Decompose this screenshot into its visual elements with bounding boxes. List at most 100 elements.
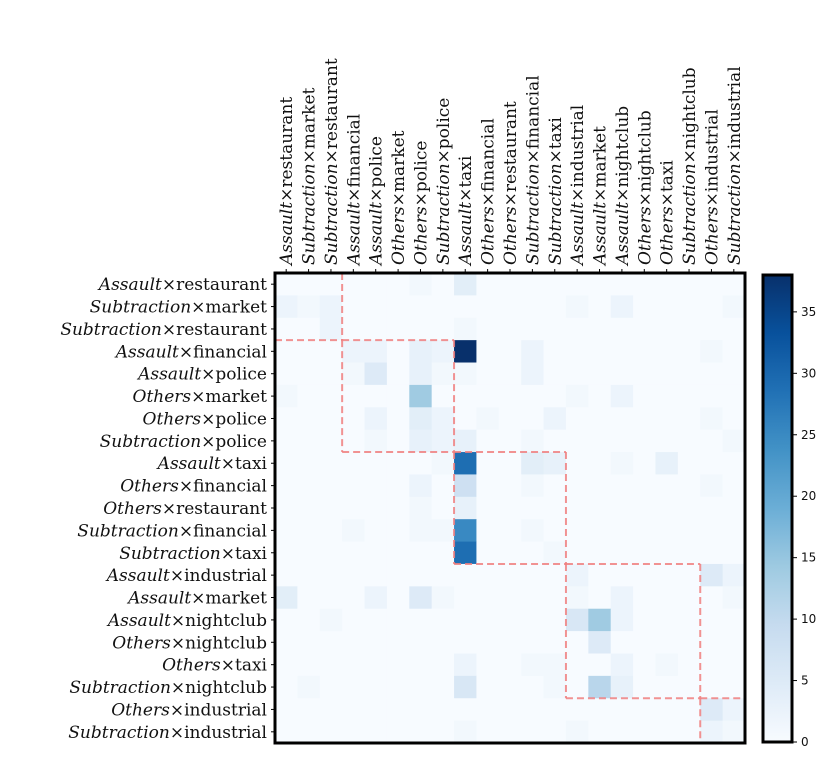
cell-r16-c2 [319,631,343,654]
cell-r13-c19 [700,563,724,587]
cell-r14-c5 [386,586,410,610]
cell-r14-c19 [700,586,724,610]
cell-r9-c17 [655,474,679,498]
cell-r16-c4 [364,631,388,654]
cell-r14-c16 [633,586,656,610]
cell-r19-c19 [700,698,724,722]
cell-r10-c14 [588,496,612,520]
row-label-7: Subtraction×police [100,432,267,452]
cell-r7-c9 [476,429,500,453]
row-label-crime-5: Others [133,387,192,407]
cell-r6-c3 [342,407,365,431]
cell-r9-c6 [409,474,433,498]
cell-r0-c17 [655,273,679,296]
col-label-crime-16: Others [635,206,655,265]
cell-r10-c4 [364,496,388,520]
col-label-cross-13: × [568,188,588,202]
row-label-cross-9: × [179,477,193,497]
cell-r19-c17 [655,698,679,722]
cell-r19-c1 [297,698,321,722]
cell-r12-c11 [521,541,544,565]
cell-r5-c16 [633,384,656,408]
cell-r4-c6 [409,362,433,386]
cell-r16-c18 [677,631,701,654]
cell-r17-c18 [677,653,701,677]
cell-r1-c15 [610,295,634,319]
row-label-crime-13: Assault [105,566,170,586]
col-label-9: Others×financial [479,118,499,265]
cell-r17-c15 [610,653,634,677]
col-label-0: Assault×restaurant [277,97,297,267]
cell-r13-c4 [364,563,388,587]
cell-r16-c17 [655,631,679,654]
cell-r18-c1 [297,675,321,699]
cell-r2-c3 [342,317,365,341]
cell-r9-c8 [454,474,477,498]
cell-r19-c7 [431,698,455,722]
cell-r6-c1 [297,407,321,431]
cell-r3-c12 [543,340,567,363]
cell-r1-c7 [431,295,455,319]
cell-r18-c3 [342,675,365,699]
row-label-place-6: police [215,409,267,429]
col-label-cross-20: × [725,149,745,163]
cell-r12-c4 [364,541,388,565]
cell-r9-c3 [342,474,365,498]
cell-r6-c17 [655,407,679,431]
cell-r18-c12 [543,675,567,699]
cell-r13-c11 [521,563,544,587]
cell-r19-c13 [565,698,589,722]
row-label-crime-19: Others [111,700,170,720]
colorbar-tick-label-7: 35 [801,305,816,319]
row-label-place-4: police [215,365,267,385]
cell-r3-c13 [565,340,589,363]
cell-r10-c20 [722,496,746,520]
row-label-crime-7: Subtraction [100,432,202,452]
colorbar-tick-label-2: 10 [801,612,816,626]
col-label-cross-1: × [300,149,320,163]
cell-r0-c19 [700,273,724,296]
cell-r18-c20 [722,675,746,699]
row-label-cross-8: × [221,454,235,474]
col-label-cross-6: × [411,192,431,206]
col-label-cross-2: × [322,149,342,163]
cell-r14-c12 [543,586,567,610]
cell-r7-c14 [588,429,612,453]
cell-r18-c10 [498,675,522,699]
cell-r16-c10 [498,631,522,654]
col-label-crime-0: Assault [277,202,297,267]
cell-r13-c10 [498,563,522,587]
row-label-place-11: financial [193,521,267,541]
cell-r2-c9 [476,317,500,341]
cell-r5-c17 [655,384,679,408]
cell-r0-c3 [342,273,365,296]
col-label-crime-18: Subtraction [680,163,700,265]
cell-r17-c13 [565,653,589,677]
cell-r2-c2 [319,317,343,341]
col-label-cross-19: × [702,192,722,206]
cell-r11-c8 [454,519,477,542]
cell-r5-c13 [565,384,589,408]
block-borders [275,273,745,743]
cell-r19-c8 [454,698,477,722]
cell-r18-c14 [588,675,612,699]
cell-r5-c12 [543,384,567,408]
row-label-14: Assault×market [126,589,267,609]
col-label-place-14: market [591,126,611,188]
cell-r10-c3 [342,496,365,520]
cell-r12-c12 [543,541,567,565]
cell-r0-c6 [409,273,433,296]
cell-r15-c14 [588,608,612,632]
cell-r0-c18 [677,273,701,296]
cell-r5-c15 [610,384,634,408]
col-label-place-15: nightclub [613,106,633,188]
cell-r6-c14 [588,407,612,431]
cell-r8-c2 [319,452,343,475]
cell-r4-c1 [297,362,321,386]
cell-r6-c15 [610,407,634,431]
cell-r6-c9 [476,407,500,431]
cell-r7-c20 [722,429,746,453]
cell-r12-c13 [565,541,589,565]
row-label-crime-15: Assault [106,611,171,631]
cell-r14-c15 [610,586,634,610]
